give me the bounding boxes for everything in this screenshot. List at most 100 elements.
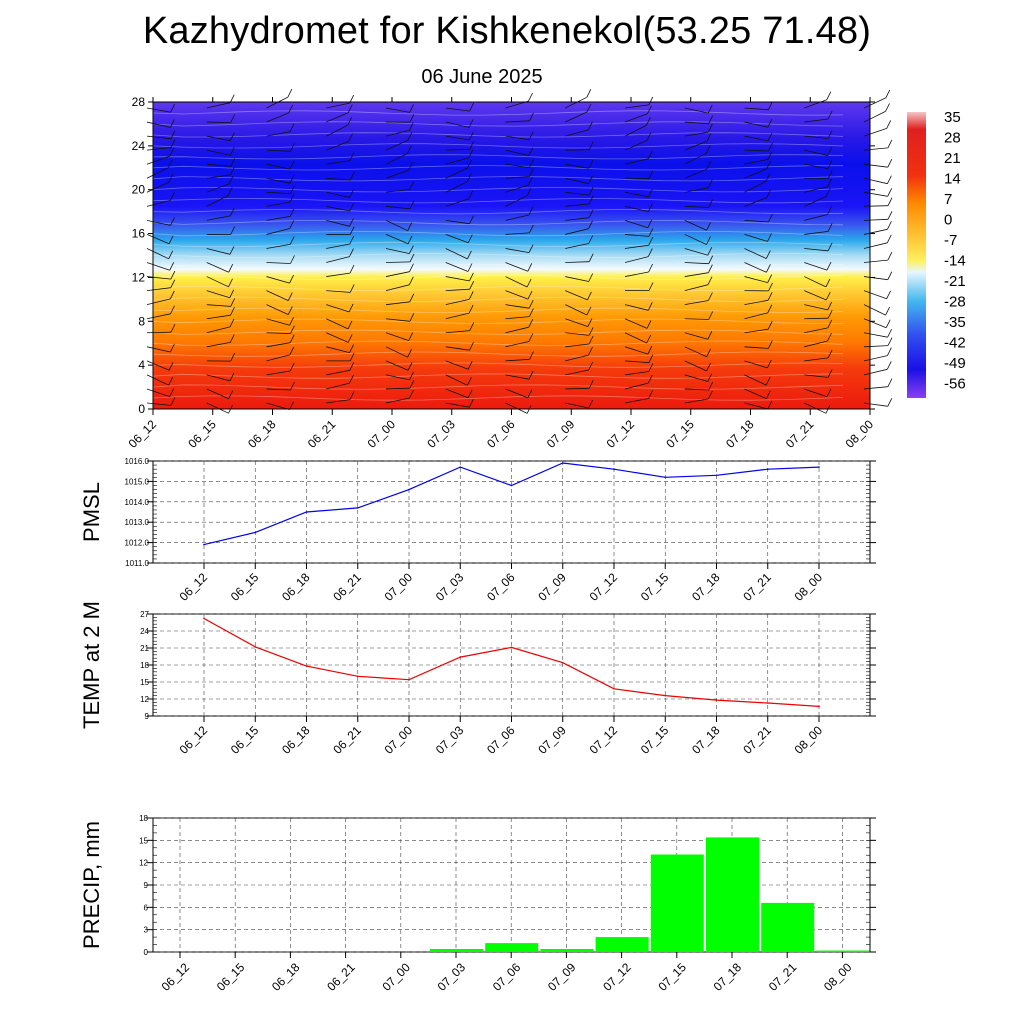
wind-barb-feather: [230, 158, 236, 167]
y-tick-label: 4: [138, 358, 145, 372]
data-point: [664, 476, 667, 479]
wind-barb-feather: [230, 114, 236, 123]
data-point: [715, 699, 718, 701]
x-tick-label: 07_15: [638, 570, 672, 604]
wind-barb: [804, 402, 827, 414]
y-tick-label: 1011.0: [125, 559, 149, 568]
wind-barb: [206, 402, 229, 414]
wind-barb-feather: [647, 219, 653, 228]
wind-barb-feather: [289, 160, 295, 170]
contour-line: [152, 351, 844, 357]
wind-barb: [863, 345, 889, 348]
wind-barb: [744, 328, 769, 334]
wind-barb: [863, 276, 888, 281]
wind-barb: [385, 139, 409, 151]
y-axis-title: PMSL: [79, 482, 104, 542]
wind-barb-feather: [349, 248, 354, 257]
wind-barb-feather: [706, 348, 711, 357]
data-point: [459, 466, 462, 468]
wind-barb: [684, 187, 709, 193]
wind-barb-feather: [230, 307, 235, 316]
wind-barb: [863, 355, 888, 362]
wind-barb-feather: [588, 209, 594, 218]
wind-barb-feather: [588, 399, 594, 409]
wind-barb: [684, 346, 707, 358]
temp-2m-panel: 9 12 15 18 21 24 27 06_12 06_15 06_18 06_21 07_00 07…: [79, 601, 876, 757]
data-point: [767, 702, 769, 704]
wind-barb: [266, 244, 291, 249]
wind-barb-feather: [468, 190, 473, 200]
data-point: [459, 656, 462, 658]
wind-barb-feather: [409, 313, 415, 322]
wind-barb: [266, 112, 289, 123]
wind-barb: [326, 318, 349, 330]
wind-barb-feather: [706, 362, 711, 372]
wind-barb: [684, 131, 709, 137]
wind-barb-feather: [826, 261, 832, 271]
wind-barb-feather: [886, 290, 891, 299]
y-tick-label: 12: [132, 270, 146, 284]
wind-barb-feather: [170, 279, 176, 288]
wind-barb: [146, 181, 169, 193]
x-tick-label: 06_15: [185, 417, 219, 451]
wind-barb: [684, 220, 707, 231]
wind-barb: [206, 388, 229, 400]
wind-barb: [146, 155, 170, 165]
wind-barb-feather: [827, 206, 832, 215]
wind-barb: [266, 177, 291, 184]
data-point: [203, 617, 205, 620]
wind-barb: [146, 287, 171, 292]
wind-barb: [624, 220, 648, 229]
wind-barb: [565, 228, 589, 235]
x-tick-label: 07_21: [740, 723, 774, 757]
wind-barb-feather: [169, 262, 175, 271]
wind-barb-feather: [827, 301, 833, 311]
wind-barb: [326, 272, 351, 277]
wind-barb: [266, 131, 291, 137]
wind-barb: [804, 248, 829, 252]
wind-barb: [206, 290, 230, 299]
wind-barb: [445, 198, 469, 207]
wind-barb-feather: [347, 320, 353, 330]
data-point: [203, 543, 205, 546]
wind-barb: [385, 153, 408, 165]
wind-barb: [804, 118, 829, 123]
wind-barb-feather: [290, 143, 295, 152]
wind-barb-feather: [887, 347, 892, 356]
wind-barb: [863, 402, 888, 407]
contour-line: [152, 252, 844, 259]
wind-barb-feather: [349, 284, 355, 293]
wind-barb: [804, 214, 828, 221]
x-tick-label: 06_15: [228, 723, 262, 757]
x-tick-label: 08_00: [843, 417, 877, 451]
wind-barb: [684, 360, 707, 372]
wind-barb: [385, 301, 410, 306]
wind-barb-feather: [887, 175, 892, 184]
wind-barb-feather: [887, 221, 892, 230]
y-axis-title: TEMP at 2 M: [79, 601, 104, 729]
x-tick-label: 06_15: [214, 960, 248, 994]
wind-barb: [445, 388, 469, 399]
wind-barb-feather: [467, 361, 473, 370]
y-tick-label: 20: [132, 183, 146, 197]
wind-barb-feather: [349, 391, 355, 400]
wind-barb: [385, 332, 409, 341]
wind-barb-feather: [228, 390, 234, 399]
wind-barb: [863, 242, 888, 249]
wind-barb: [266, 318, 290, 326]
wind-barb-feather: [887, 197, 893, 206]
wind-barb-feather: [648, 96, 654, 106]
wind-barb: [146, 107, 171, 113]
wind-barb-feather: [887, 159, 893, 168]
wind-barb: [863, 368, 888, 376]
wind-barb-feather: [588, 346, 593, 356]
wind-barb-feather: [825, 188, 831, 197]
wind-barb-feather: [289, 401, 294, 410]
wind-barb: [863, 97, 886, 109]
wind-barb-feather: [228, 278, 233, 287]
wind-barb: [804, 149, 828, 156]
wind-barb-feather: [170, 217, 175, 226]
wind-barb: [804, 357, 829, 362]
wind-barb: [206, 374, 231, 382]
